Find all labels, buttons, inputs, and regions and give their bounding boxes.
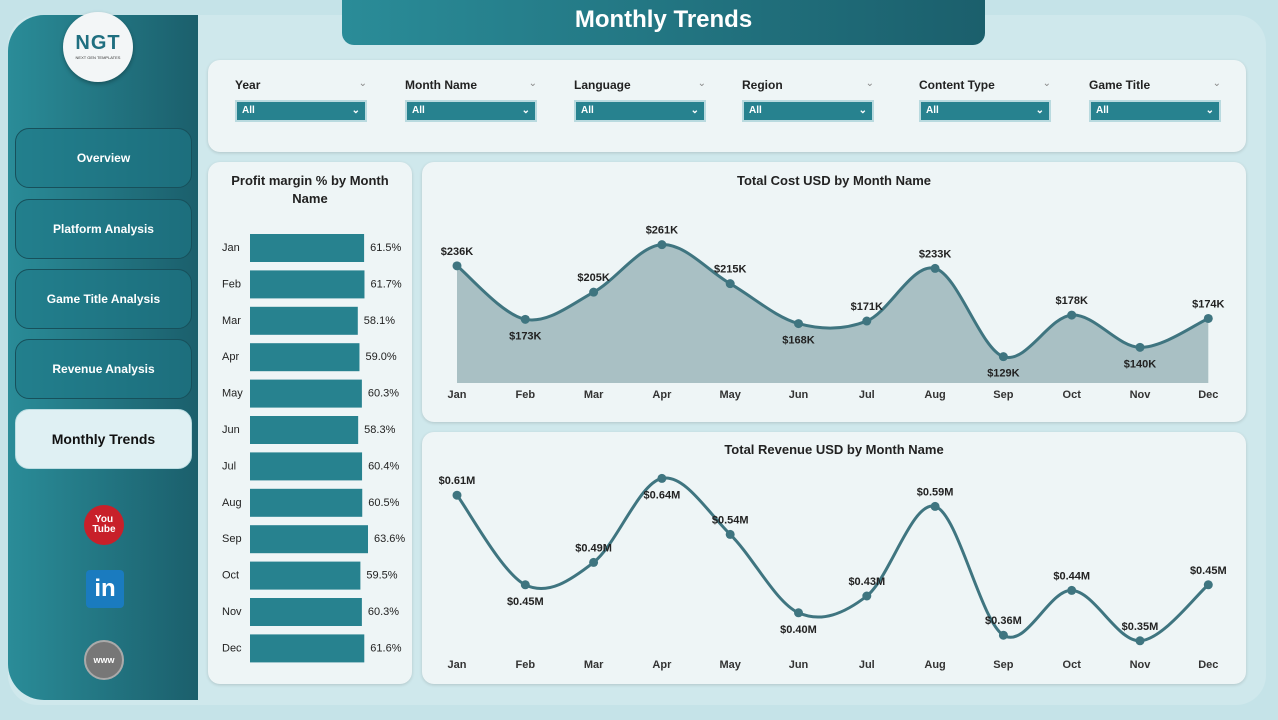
bar-category-label: Aug [222, 497, 242, 509]
nav-overview[interactable]: Overview [15, 128, 192, 188]
bar-feb [250, 270, 365, 299]
dropdown-value: All [242, 105, 255, 116]
bar-dec [250, 634, 365, 663]
bar-category-label: Jan [222, 242, 240, 254]
profit-margin-chart: Jan 61.5% Feb 61.7% Mar 58.1% Apr 59.0% May 60.3%… [222, 234, 405, 663]
bar-jul [250, 452, 363, 481]
globe-www-icon[interactable]: www [84, 640, 124, 680]
bar-data-label: 63.6% [374, 533, 405, 545]
nav-platform-analysis[interactable]: Platform Analysis [15, 199, 192, 259]
bar-data-label: 58.1% [364, 315, 395, 327]
chevron-down-icon[interactable]: ⌄ [865, 78, 874, 89]
bar-oct [250, 561, 361, 590]
nav-game-title-analysis[interactable]: Game Title Analysis [15, 269, 192, 329]
bar-data-label: 59.0% [365, 351, 396, 363]
bar-category-label: Nov [222, 606, 242, 618]
filter-label: Game Title [1089, 78, 1151, 92]
bar-data-label: 60.3% [368, 606, 399, 618]
bar-category-label: Dec [222, 642, 242, 654]
filter-content-type[interactable]: Content Type ⌄ All ⌄ [919, 78, 1051, 122]
youtube-icon[interactable]: You Tube [84, 505, 124, 545]
bar-category-label: May [222, 388, 243, 400]
filter-dropdown[interactable]: All ⌄ [235, 100, 367, 122]
profit-margin-card: Profit margin % by Month Name Jan 61.5% Fe… [208, 162, 412, 684]
chart-title: Total Revenue USD by Month Name [724, 442, 944, 457]
filter-dropdown[interactable]: All ⌄ [919, 100, 1051, 122]
bar-data-label: 60.4% [368, 460, 399, 472]
chevron-down-icon: ⌄ [1205, 105, 1214, 116]
bar-category-label: Jul [222, 460, 236, 472]
bar-category-label: Feb [222, 278, 241, 290]
nav-revenue-analysis[interactable]: Revenue Analysis [15, 339, 192, 399]
filter-game-title[interactable]: Game Title ⌄ All ⌄ [1089, 78, 1221, 122]
filter-label: Content Type [919, 78, 995, 92]
chevron-down-icon[interactable]: ⌄ [1042, 78, 1051, 89]
total-cost-card: Total Cost USD by Month Name [422, 162, 1246, 422]
filter-label: Region [742, 78, 783, 92]
filter-label: Year [235, 78, 261, 92]
bar-data-label: 59.5% [366, 570, 397, 582]
nav-monthly-trends[interactable]: Monthly Trends [15, 409, 192, 469]
filter-dropdown[interactable]: All ⌄ [1089, 100, 1221, 122]
bar-category-label: Sep [222, 533, 242, 545]
chevron-down-icon: ⌄ [351, 105, 360, 116]
dropdown-value: All [926, 105, 939, 116]
filter-panel [208, 60, 1246, 152]
bar-data-label: 60.3% [368, 388, 399, 400]
bar-data-label: 61.6% [370, 642, 401, 654]
bar-jan [250, 234, 365, 262]
dropdown-value: All [581, 105, 594, 116]
bar-data-label: 60.5% [368, 497, 399, 509]
filter-label: Language [574, 78, 631, 92]
total-revenue-card: Total Revenue USD by Month Name [422, 432, 1246, 684]
bar-data-label: 61.5% [370, 242, 401, 254]
dropdown-value: All [412, 105, 425, 116]
bar-category-label: Oct [222, 570, 239, 582]
chevron-down-icon[interactable]: ⌄ [1212, 78, 1221, 89]
filter-region[interactable]: Region ⌄ All ⌄ [742, 78, 874, 122]
chevron-down-icon: ⌄ [1035, 105, 1044, 116]
bar-jun [250, 416, 359, 444]
chevron-down-icon: ⌄ [690, 105, 699, 116]
filter-language[interactable]: Language ⌄ All ⌄ [574, 78, 706, 122]
bar-nov [250, 598, 362, 626]
bar-category-label: Jun [222, 424, 240, 436]
bar-aug [250, 488, 363, 517]
bar-data-label: 61.7% [370, 278, 401, 290]
page-title: Monthly Trends [342, 0, 985, 45]
bar-may [250, 379, 362, 408]
chevron-down-icon[interactable]: ⌄ [358, 78, 367, 89]
bar-sep [250, 525, 368, 554]
filter-dropdown[interactable]: All ⌄ [574, 100, 706, 122]
filter-year[interactable]: Year ⌄ All ⌄ [235, 78, 367, 122]
chevron-down-icon[interactable]: ⌄ [697, 78, 706, 89]
dropdown-value: All [749, 105, 762, 116]
chevron-down-icon: ⌄ [858, 105, 867, 116]
chevron-down-icon: ⌄ [521, 105, 530, 116]
filter-dropdown[interactable]: All ⌄ [405, 100, 537, 122]
filter-month-name[interactable]: Month Name ⌄ All ⌄ [405, 78, 537, 122]
chart-title: Total Cost USD by Month Name [736, 173, 932, 188]
chevron-down-icon[interactable]: ⌄ [528, 78, 537, 89]
filter-dropdown[interactable]: All ⌄ [742, 100, 874, 122]
ngt-logo: NGT NEXT GEN TEMPLATES [63, 12, 133, 82]
filter-label: Month Name [405, 78, 477, 92]
bar-category-label: Mar [222, 315, 241, 327]
linkedin-icon[interactable]: in [86, 570, 124, 608]
bar-mar [250, 306, 358, 335]
dropdown-value: All [1096, 105, 1109, 116]
bar-apr [250, 343, 360, 372]
bar-data-label: 58.3% [364, 424, 395, 436]
chart-title: Profit margin % by Month Name [231, 173, 389, 206]
bar-category-label: Apr [222, 351, 239, 363]
